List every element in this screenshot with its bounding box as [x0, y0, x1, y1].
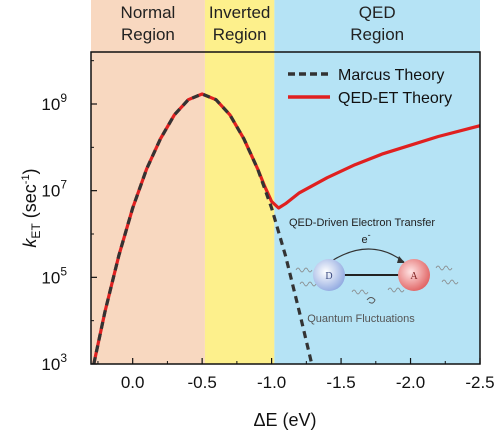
inset-caption: Quantum Fluctuations	[307, 313, 415, 325]
y-tick-label-0: 103	[41, 351, 67, 374]
region-titles: Normal Region Inverted Region QED Region	[121, 3, 405, 44]
legend-marcus-label: Marcus Theory	[338, 67, 444, 84]
region-band-2	[274, 0, 480, 364]
y-axis-label: kET (sec-1)	[20, 168, 43, 247]
acceptor-label: A	[410, 271, 418, 282]
wave-squiggle-5	[387, 287, 405, 293]
curves	[92, 92, 480, 364]
wave-squiggle-1	[299, 281, 317, 287]
x-axis-label: ΔE (eV)	[253, 410, 316, 430]
wave-squiggle-0	[295, 267, 313, 273]
fluctuation-curl-icon	[366, 297, 376, 304]
inset-title: QED-Driven Electron Transfer	[289, 217, 435, 229]
x-axis-ticks: 0.0 -0.5 -1.0 -1.5 -2.0 -2.5	[97, 358, 495, 392]
region-title-1: Inverted Region	[209, 3, 270, 44]
y-tick-label-1: 105	[41, 264, 67, 287]
region-band-0	[91, 0, 205, 364]
legend: Marcus Theory QED-ET Theory	[288, 67, 452, 107]
fluctuation-waves	[295, 265, 459, 295]
wave-squiggle-4	[351, 289, 369, 295]
region-title-2: QED Region	[350, 3, 404, 44]
y-tick-label-2: 107	[41, 178, 67, 201]
region-backgrounds	[91, 0, 480, 364]
wave-squiggle-3	[441, 279, 459, 285]
legend-qed-label: QED-ET Theory	[338, 90, 452, 107]
donor-label: D	[325, 271, 332, 282]
x-tick-label-5: -2.5	[465, 373, 494, 392]
x-tick-label-4: -2.0	[396, 373, 425, 392]
series-marcus-theory-line	[92, 92, 314, 364]
plot-frame	[90, 51, 481, 365]
y-tick-label-3: 109	[41, 91, 67, 114]
arrow-head-icon	[397, 256, 405, 263]
x-tick-label-3: -1.5	[326, 373, 355, 392]
y-axis-ticks: 103 105 107 109	[41, 60, 97, 374]
electron-transfer-arrow	[329, 248, 405, 263]
x-tick-label-1: -0.5	[187, 373, 216, 392]
donor-sphere	[313, 259, 345, 291]
region-title-0: Normal Region	[121, 3, 176, 44]
inset-illustration: QED-Driven Electron Transfer e- D A Quan…	[289, 217, 459, 325]
x-tick-label-0: 0.0	[121, 373, 145, 392]
electron-label: e-	[361, 230, 370, 246]
x-tick-label-2: -1.0	[257, 373, 286, 392]
wave-squiggle-2	[435, 265, 453, 271]
acceptor-sphere	[398, 259, 430, 291]
